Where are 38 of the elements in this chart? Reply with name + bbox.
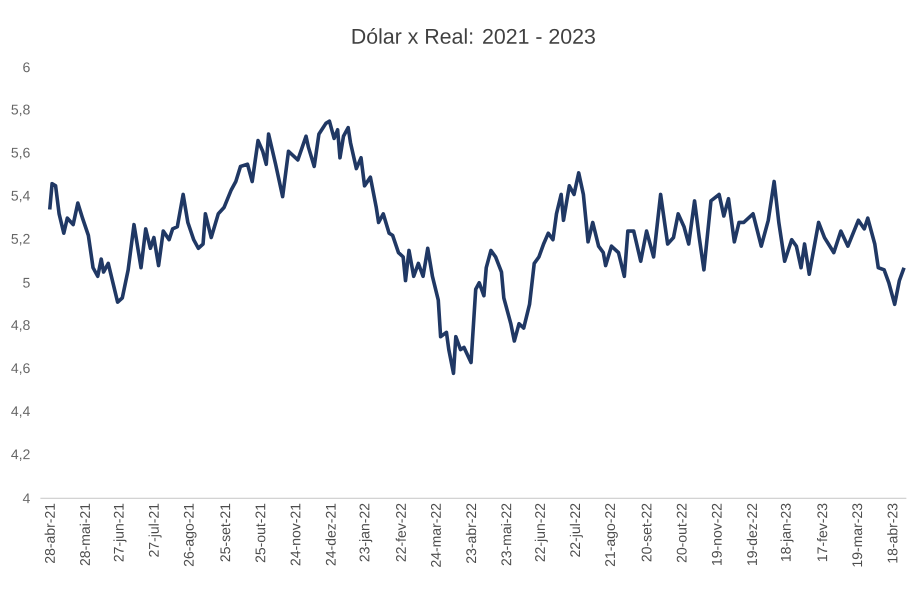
- y-tick-label: 4,4: [11, 406, 30, 418]
- x-tick-label: 27-jul-21: [148, 504, 162, 557]
- x-tick-label: 22-fev-22: [396, 504, 406, 562]
- x-tick-label: 18-abr-23: [887, 504, 898, 563]
- chart-title: Dólar x Real: 2021 - 2023: [352, 28, 595, 44]
- y-tick-label: 5: [23, 278, 30, 288]
- x-tick-label: 19-nov-22: [712, 504, 722, 565]
- x-tick-label: 17-fev-23: [816, 504, 828, 562]
- y-tick-label: 5,2: [11, 234, 30, 246]
- x-tick-label: 25-out-21: [255, 504, 266, 562]
- y-tick-label: 5,4: [11, 190, 30, 202]
- line-series: [48, 119, 906, 376]
- x-tick-label: 23-abr-22: [466, 504, 476, 563]
- x-tick-label: 19-dez-22: [746, 504, 758, 565]
- x-tick-label: 19-mar-23: [852, 504, 862, 567]
- x-tick-label: 25-set-21: [220, 504, 230, 562]
- x-tick-label: 24-mar-22: [430, 504, 441, 567]
- y-tick-label: 5,8: [11, 104, 30, 116]
- y-tick-label: 4,8: [11, 320, 30, 332]
- y-tick-label: 4,6: [11, 363, 30, 375]
- x-tick-label: 20-set-22: [642, 504, 652, 562]
- x-tick-label: 24-dez-21: [325, 504, 336, 566]
- y-tick-label: 4,2: [11, 449, 30, 461]
- x-tick-label: 28-abr-21: [44, 504, 55, 563]
- x-tick-label: 20-out-22: [676, 504, 687, 562]
- x-tick-label: 26-ago-21: [184, 504, 197, 566]
- x-tick-label: 22-jul-22: [570, 504, 583, 557]
- x-tick-label: 21-ago-22: [605, 504, 618, 566]
- x-tick-label: 27-jun-21: [113, 504, 126, 562]
- y-tick-label: 4: [22, 493, 30, 504]
- x-tick-label: 22-jun-22: [534, 504, 548, 562]
- x-tick-label: 28-mai-21: [80, 504, 90, 566]
- y-tick-label: 5,6: [11, 148, 30, 160]
- y-tick-label: 6: [23, 62, 30, 72]
- x-tick-label: 23-mai-22: [501, 504, 512, 566]
- x-tick-label: 18-jan-23: [780, 504, 794, 562]
- x-tick-label: 24-nov-21: [290, 504, 300, 566]
- x-tick-label: 23-jan-22: [359, 504, 372, 562]
